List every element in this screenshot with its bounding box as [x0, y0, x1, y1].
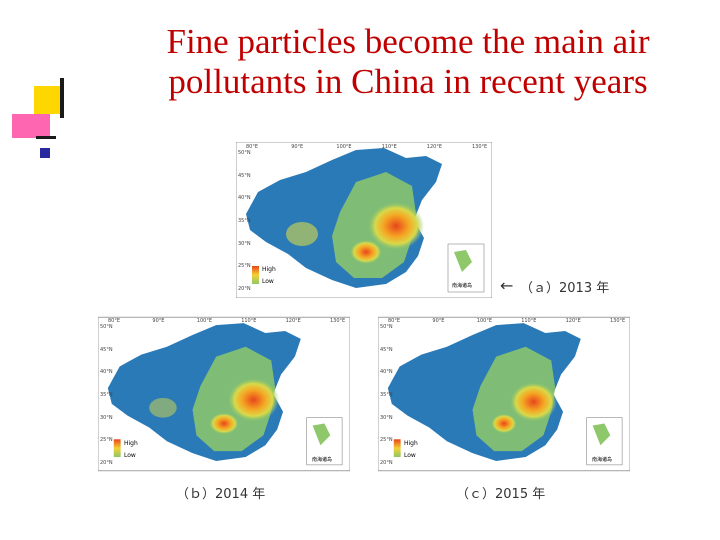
inset-label: 南海诸岛 [312, 457, 333, 463]
pm25-map-2015: High Low 南海诸岛 80°E 90°E 100°E 110°E 120°E 130… [378, 316, 630, 472]
legend-low-label: Low [124, 452, 136, 459]
lat-tick-label: 30°N [100, 414, 113, 421]
map-caption-2014: （ｂ）2014 年 [176, 487, 266, 502]
title-line-1: Fine particles become the main air [166, 22, 650, 61]
map-caption-2015: （ｃ）2015 年 [456, 487, 546, 502]
lon-tick-label: 120°E [285, 318, 301, 324]
legend-low-label: Low [262, 278, 274, 285]
lon-tick-label: 120°E [426, 144, 442, 150]
pm25-map-2013: High Low 南海诸岛 80°E 90°E 100°E 110°E 120°E 130… [236, 142, 492, 298]
lon-tick-label: 90°E [152, 318, 165, 324]
inset-label: 南海诸岛 [592, 457, 613, 463]
legend-colorbar [393, 439, 401, 457]
lat-tick-label: 20°N [380, 460, 393, 466]
lat-tick-label: 35°N [380, 392, 393, 398]
legend-high-label: High [262, 266, 276, 273]
lon-tick-label: 110°E [241, 318, 257, 324]
caption-arrow-icon: ← [500, 276, 514, 295]
title-line-2: pollutants in China in recent years [168, 62, 648, 101]
legend-colorbar [113, 439, 121, 457]
lon-tick-label: 100°E [476, 318, 492, 324]
inset-label: 南海诸岛 [452, 283, 473, 289]
lat-tick-label: 20°N [238, 286, 251, 292]
lat-tick-label: 25°N [100, 437, 113, 444]
decor-yellow-square [34, 86, 64, 114]
legend-high-label: High [124, 440, 138, 447]
lon-tick-label: 100°E [196, 318, 212, 324]
lon-tick-label: 130°E [330, 318, 346, 324]
lon-tick-label: 80°E [388, 318, 401, 324]
lon-tick-label: 80°E [246, 144, 259, 150]
lat-tick-label: 25°N [380, 437, 393, 444]
lat-tick-label: 25°N [238, 263, 251, 270]
decor-dark-bar-horizontal [36, 136, 56, 139]
legend-low-label: Low [404, 452, 416, 459]
lon-tick-label: 110°E [381, 144, 397, 150]
lat-tick-label: 50°N [100, 324, 113, 330]
lat-tick-label: 30°N [380, 414, 393, 421]
decor-pink-square [12, 114, 50, 138]
decor-dark-bar-vertical [60, 78, 64, 118]
decor-blue-square [40, 148, 50, 158]
lon-tick-label: 80°E [108, 318, 121, 324]
lon-tick-label: 130°E [610, 318, 626, 324]
lat-tick-label: 45°N [380, 346, 393, 353]
slide-title: Fine particles become the main air pollu… [108, 22, 708, 102]
lat-tick-label: 40°N [238, 195, 251, 202]
lat-tick-label: 35°N [100, 392, 113, 398]
lat-tick-label: 45°N [238, 172, 251, 179]
lon-tick-label: 100°E [336, 144, 352, 150]
map-caption-2013: （ａ）2013 年 [520, 281, 610, 296]
lat-tick-label: 40°N [380, 369, 393, 376]
lat-tick-label: 50°N [238, 150, 251, 156]
lat-tick-label: 20°N [100, 460, 113, 466]
lon-tick-label: 90°E [291, 144, 304, 150]
lat-tick-label: 40°N [100, 369, 113, 376]
pm25-map-2014: High Low 南海诸岛 80°E 90°E 100°E 110°E 120°E 130… [98, 316, 350, 472]
legend-colorbar [252, 266, 259, 284]
lon-tick-label: 90°E [432, 318, 445, 324]
lat-tick-label: 30°N [238, 240, 251, 247]
legend-high-label: High [404, 440, 418, 447]
lon-tick-label: 120°E [565, 318, 581, 324]
lat-tick-label: 45°N [100, 346, 113, 353]
lat-tick-label: 35°N [238, 218, 251, 224]
lon-tick-label: 130°E [472, 144, 488, 150]
lat-tick-label: 50°N [380, 324, 393, 330]
lon-tick-label: 110°E [521, 318, 537, 324]
